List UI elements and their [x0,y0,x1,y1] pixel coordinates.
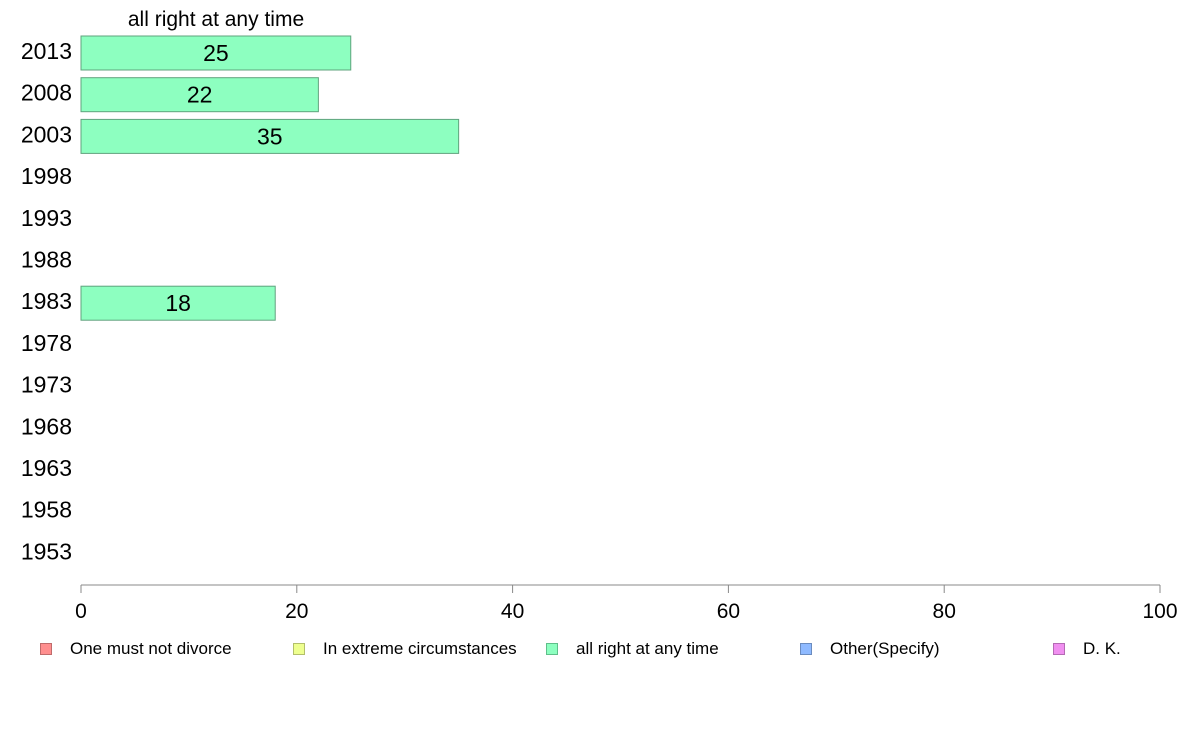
legend-swatch [40,643,52,655]
x-tick-label: 0 [75,600,87,623]
bar-value-label: 35 [257,123,283,149]
legend-label: One must not divorce [70,639,232,658]
y-tick-label: 1973 [21,372,72,398]
bar-value-label: 25 [203,40,229,66]
y-tick-label: 1983 [21,288,72,314]
legend-item-in-extreme-circumstances: In extreme circumstances [293,639,517,659]
legend-swatch [293,643,305,655]
legend-item-all-right-at-any-time: all right at any time [546,639,719,659]
y-tick-label: 2008 [21,80,72,106]
bar-value-label: 18 [165,290,191,316]
x-tick-label: 100 [1142,600,1177,623]
y-tick-label: 1958 [21,497,72,523]
bar [80,77,319,113]
legend-label: In extreme circumstances [323,639,517,658]
y-tick-label: 1993 [21,205,72,231]
bar-value-label: 22 [187,82,213,108]
y-tick-label: 2013 [21,38,72,64]
x-tick-label: 80 [933,600,956,623]
bar [80,35,352,71]
legend-swatch [800,643,812,655]
legend-label: Other(Specify) [830,639,940,658]
y-tick-label: 1963 [21,455,72,481]
y-tick-label: 1978 [21,330,72,356]
legend-item-other-specify: Other(Specify) [800,639,940,659]
bar [80,118,460,154]
y-tick-label: 1968 [21,413,72,439]
y-tick-label: 1953 [21,538,72,564]
legend-item-dk: D. K. [1053,639,1121,659]
y-tick-label: 2003 [21,121,72,147]
legend-swatch [1053,643,1065,655]
x-tick-label: 20 [285,600,308,623]
y-tick-label: 1988 [21,247,72,273]
legend: One must not divorce In extreme circumst… [0,639,1188,661]
legend-label: all right at any time [576,639,719,658]
legend-label: D. K. [1083,639,1121,658]
bar [80,285,276,321]
x-tick-label: 40 [501,600,524,623]
x-tick-label: 60 [717,600,740,623]
y-tick-label: 1998 [21,163,72,189]
chart-title: all right at any time [128,8,304,31]
legend-item-one-must-not-divorce: One must not divorce [40,639,232,659]
legend-swatch [546,643,558,655]
